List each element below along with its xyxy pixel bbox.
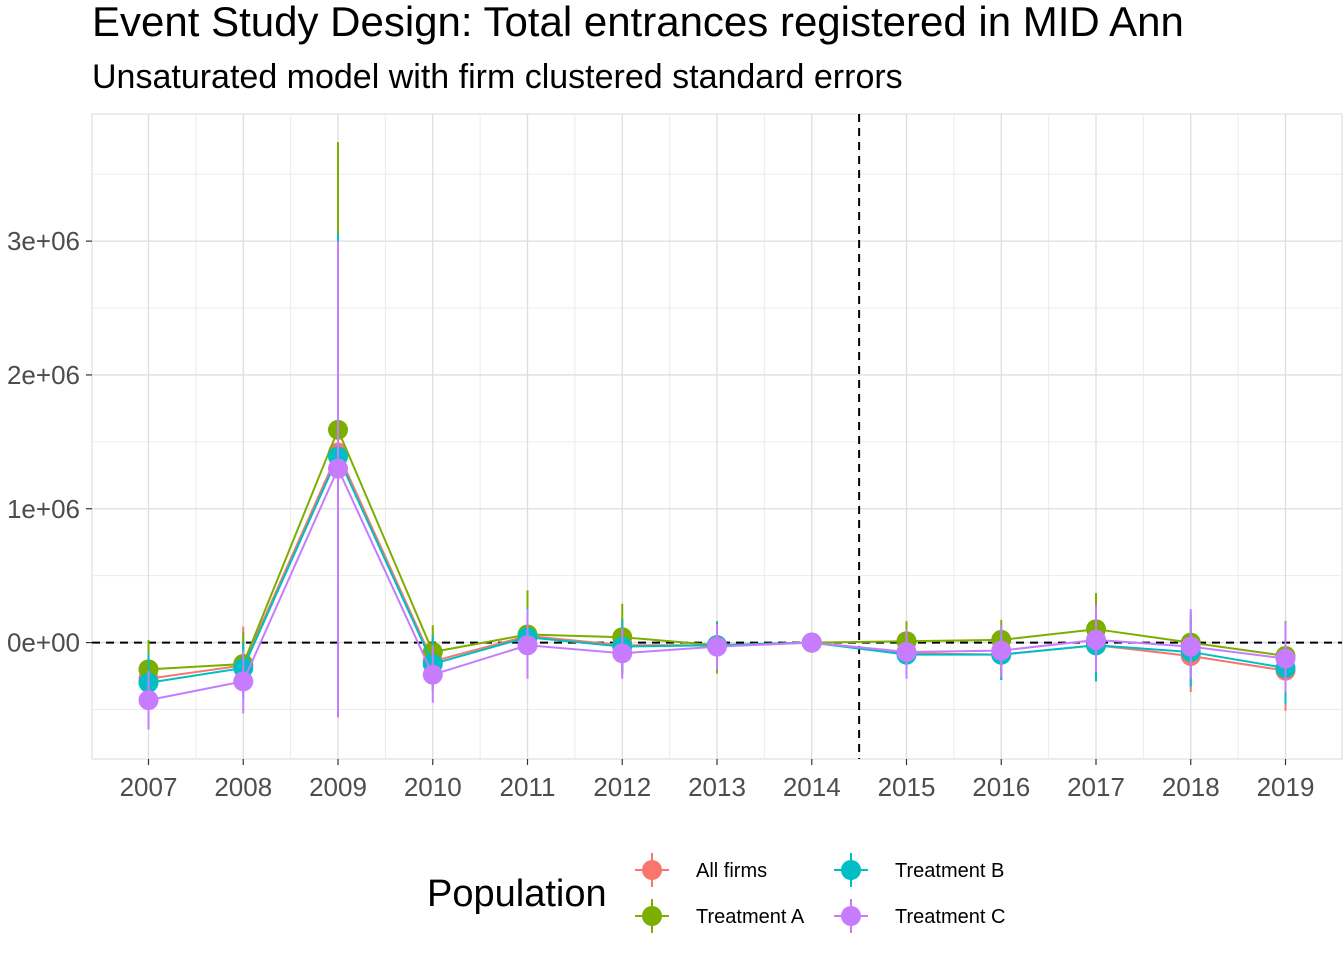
chart-title: Event Study Design: Total entrances regi… (92, 0, 1184, 45)
series-treatment-c (138, 241, 1296, 730)
series-layer (138, 142, 1296, 730)
x-tick-label: 2007 (120, 772, 178, 802)
legend-label: Treatment B (895, 860, 1004, 882)
data-point (991, 640, 1012, 661)
x-tick-label: 2012 (593, 772, 651, 802)
legend-key-point (642, 906, 662, 926)
legend-item-treatment-a: Treatment A (635, 899, 805, 933)
data-point (896, 641, 917, 662)
legend-key-point (841, 906, 861, 926)
data-point (1180, 636, 1201, 657)
y-tick-label: 3e+06 (7, 226, 80, 256)
legend: Population All firms Treatment A Treatment… (427, 853, 1005, 933)
x-axis: 2007 2008 2009 2010 2011 2012 2013 2014 2015 2016… (120, 759, 1315, 802)
x-tick-label: 2015 (878, 772, 936, 802)
x-tick-label: 2019 (1257, 772, 1315, 802)
x-tick-label: 2016 (972, 772, 1030, 802)
x-tick-label: 2014 (783, 772, 841, 802)
legend-key-point (841, 860, 861, 880)
data-point (233, 671, 254, 692)
x-tick-label: 2017 (1067, 772, 1125, 802)
data-point (328, 458, 348, 479)
x-tick-label: 2010 (404, 772, 462, 802)
legend-item-treatment-c: Treatment C (834, 899, 1005, 933)
data-point (138, 690, 159, 711)
y-tick-label: 0e+00 (7, 628, 80, 658)
legend-item-treatment-b: Treatment B (834, 853, 1004, 887)
y-tick-label: 2e+06 (7, 360, 80, 390)
data-point (517, 635, 538, 656)
x-tick-label: 2009 (309, 772, 367, 802)
legend-label: Treatment C (895, 906, 1005, 928)
y-axis: 0e+00 1e+06 2e+06 3e+06 (7, 226, 92, 658)
data-point (1275, 648, 1296, 669)
chart-subtitle: Unsaturated model with firm clustered st… (92, 58, 903, 96)
y-tick-label: 1e+06 (7, 494, 80, 524)
legend-label: All firms (696, 860, 767, 882)
legend-title: Population (427, 873, 607, 915)
data-point (422, 664, 443, 685)
data-point (707, 636, 727, 657)
legend-label: Treatment A (696, 906, 805, 928)
x-tick-label: 2008 (214, 772, 272, 802)
legend-item-all-firms: All firms (635, 853, 767, 887)
data-point (1086, 629, 1106, 650)
x-tick-label: 2011 (500, 772, 556, 802)
x-tick-label: 2013 (688, 772, 746, 802)
legend-key-point (642, 860, 662, 880)
x-tick-label: 2018 (1162, 772, 1220, 802)
data-point (801, 632, 822, 653)
data-point (612, 643, 633, 664)
